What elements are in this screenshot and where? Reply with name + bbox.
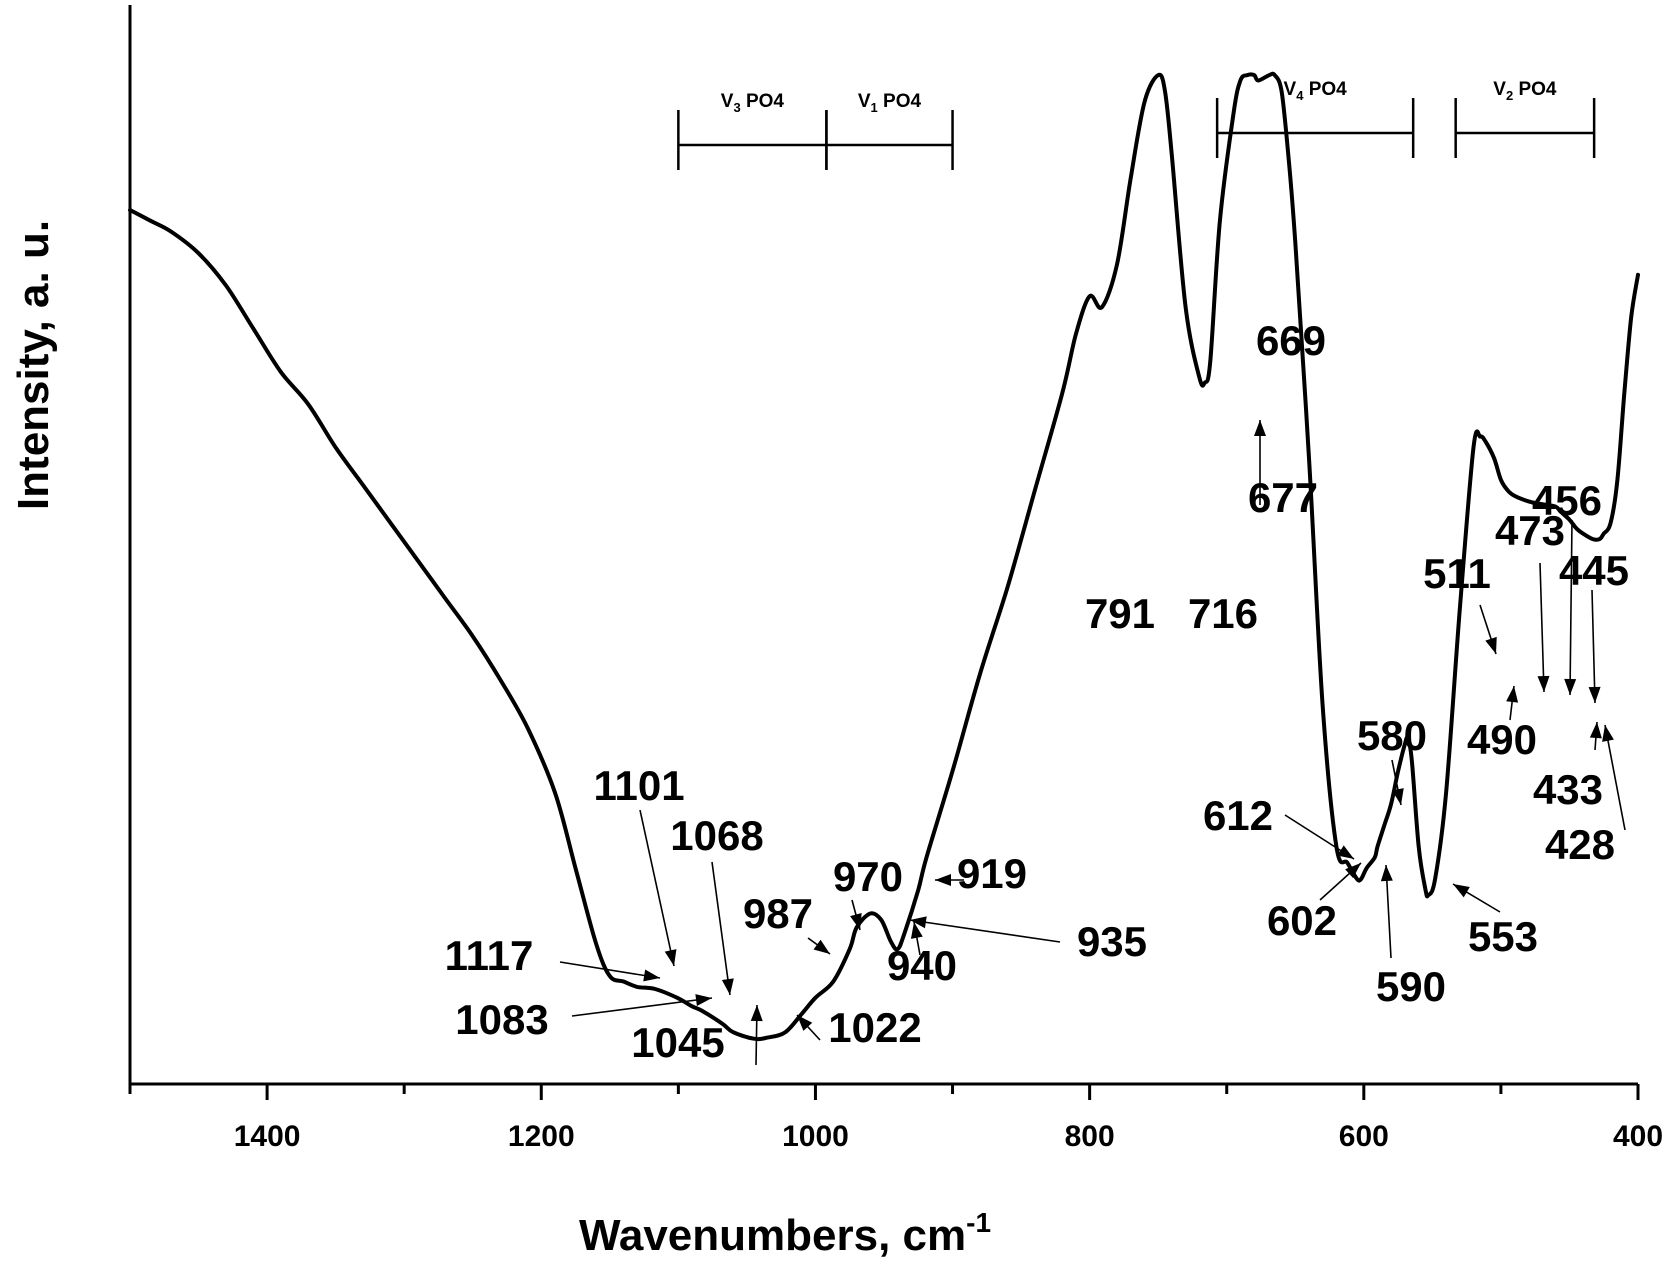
peak-arrow-head: [664, 949, 677, 966]
peak-arrow-head: [695, 994, 712, 1006]
peak-label-553: 553: [1468, 913, 1538, 960]
peak-arrow-head: [1602, 725, 1614, 742]
peak-arrow-head: [910, 922, 923, 939]
peak-label-473: 473: [1495, 507, 1565, 554]
x-axis-title: Wavenumbers, cm-1: [579, 1207, 991, 1260]
peak-arrow-head: [1337, 845, 1354, 859]
band-annotations: V3 PO4 V1 PO4 V4 PO4 V2 PO4: [677, 79, 1596, 170]
peak-label-445: 445: [1559, 547, 1629, 594]
peak-label-987: 987: [743, 890, 813, 937]
x-tick-label: 600: [1339, 1120, 1389, 1153]
x-ticks: 1400 1200 1000 800 600 400: [128, 1084, 1663, 1153]
band-label: V4 PO4: [1284, 79, 1348, 103]
peak-label-1045: 1045: [631, 1019, 724, 1066]
peak-arrow-head: [813, 939, 830, 954]
x-tick-label: 1200: [508, 1120, 575, 1153]
peak-label-1068: 1068: [670, 812, 763, 859]
x-tick-label: 400: [1613, 1120, 1663, 1153]
band-label: V1 PO4: [858, 91, 922, 115]
peak-label-433: 433: [1533, 766, 1603, 813]
peak-arrow-head: [1380, 865, 1393, 882]
x-tick-label: 1400: [234, 1120, 301, 1153]
peak-arrow-shaft: [639, 809, 675, 967]
peak-label-1101: 1101: [593, 762, 684, 809]
x-tick-label: 1000: [782, 1120, 849, 1153]
peak-arrow-head: [1506, 686, 1519, 703]
peak-arrows: [559, 420, 1626, 1066]
peak-label-511: 511: [1423, 550, 1491, 597]
peak-arrow-shaft: [1604, 724, 1626, 831]
peak-label-612: 612: [1203, 792, 1273, 839]
peak-arrow-shaft: [1539, 562, 1545, 693]
peak-arrow-head: [1564, 678, 1577, 695]
y-axis-title: Intensity, a. u.: [9, 220, 58, 510]
x-tick-label: 800: [1065, 1120, 1115, 1153]
peak-label-456: 456: [1532, 477, 1602, 524]
peak-arrow-shaft: [909, 919, 1061, 943]
axes: [128, 5, 1638, 1086]
peak-label-490: 490: [1467, 716, 1537, 763]
peak-arrow-shaft: [711, 861, 731, 996]
peak-arrow-head: [1537, 675, 1550, 692]
peak-label-970: 970: [833, 853, 903, 900]
peak-arrow-head: [1485, 636, 1497, 654]
peak-arrow-head: [1453, 884, 1470, 898]
peak-label-1083: 1083: [455, 996, 548, 1043]
peak-label-791: 791: [1085, 590, 1155, 637]
peak-arrow-shaft: [571, 997, 713, 1017]
band-label: V3 PO4: [721, 91, 785, 115]
peak-label-940: 940: [887, 942, 957, 989]
peak-arrow-head: [797, 1015, 813, 1031]
peak-label-716: 716: [1188, 590, 1258, 637]
peak-label-602: 602: [1267, 897, 1337, 944]
peak-arrow-head: [850, 912, 862, 930]
spectrum-line: [128, 71, 1640, 1042]
peak-label-935: 935: [1077, 918, 1147, 965]
x-axis-title-text: Wavenumbers, cm: [579, 1211, 966, 1260]
peak-arrow-shaft: [1569, 519, 1573, 696]
peak-arrow-head: [1588, 686, 1601, 703]
peak-arrow-head: [721, 978, 734, 995]
peak-arrow-shaft: [1591, 589, 1596, 704]
peak-label-669: 669: [1256, 317, 1326, 364]
peak-arrow-shaft: [559, 961, 661, 979]
peak-arrow-head: [643, 969, 660, 982]
peak-arrow-head: [1589, 722, 1602, 739]
peak-arrow-head: [750, 1005, 763, 1022]
peak-label-1117: 1117: [445, 932, 534, 979]
peak-label-590: 590: [1376, 963, 1446, 1010]
peak-arrow-head: [1345, 863, 1361, 879]
peak-arrow-head: [1254, 420, 1266, 436]
x-axis-title-sup: -1: [966, 1207, 991, 1238]
peak-label-580: 580: [1357, 712, 1427, 759]
peak-label-919: 919: [957, 850, 1027, 897]
peak-arrow-head: [910, 916, 927, 929]
peak-arrow-head: [935, 874, 951, 886]
peak-arrow-head: [1391, 788, 1404, 805]
peak-label-677: 677: [1248, 474, 1318, 521]
peak-label-428: 428: [1545, 821, 1615, 868]
band-label: V2 PO4: [1493, 79, 1557, 103]
peak-label-1022: 1022: [828, 1004, 921, 1051]
